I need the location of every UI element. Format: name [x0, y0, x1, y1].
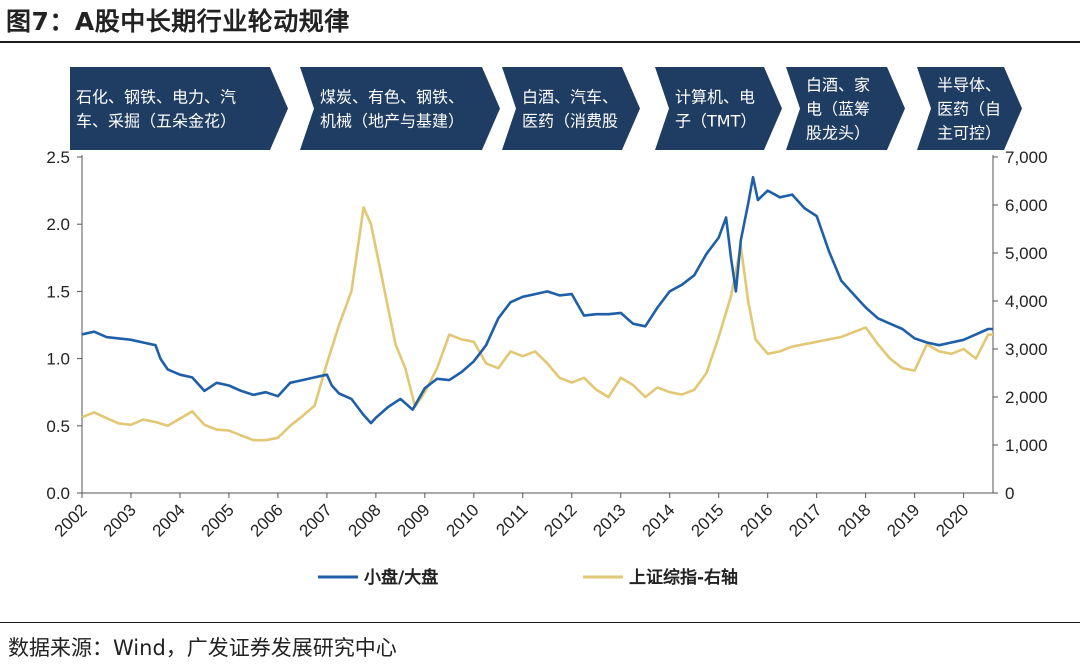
legend: 小盘/大盘 上证综指-右轴: [318, 567, 738, 588]
sector-banner-4: [655, 67, 782, 150]
left-tick-label: 1.5: [46, 282, 70, 301]
sector-banner-2-line-1: 煤炭、有色、钢铁、: [320, 88, 464, 107]
sector-banner-3-line-2: 医药（消费股: [522, 112, 618, 131]
sector-banner-1-line-1: 石化、钢铁、电力、汽: [76, 88, 236, 107]
sector-banner-5-line-1: 白酒、家: [806, 76, 870, 95]
chart-title: 图7：A股中长期行业轮动规律: [6, 7, 350, 36]
axes: 0.0 0.5 1.0 1.5 2.0 2.5 0 1,000 2,000 3,000 4,000 5…: [46, 148, 1047, 541]
x-tick-label: 2010: [442, 500, 482, 540]
sector-banner-3-line-1: 白酒、汽车、: [522, 88, 618, 107]
x-tick-label: 2020: [932, 500, 972, 540]
left-tick-label: 1.0: [46, 350, 70, 369]
x-tick-label: 2008: [345, 500, 385, 540]
sector-banner-6-line-1: 半导体、: [937, 76, 1001, 95]
chart: 石化、钢铁、电力、汽车、采掘（五朵金花） 煤炭、有色、钢铁、机械（地产与基建） 白酒…: [46, 67, 1048, 588]
x-tick-label: 2013: [589, 500, 629, 540]
x-tick-label: 2016: [736, 500, 776, 540]
sector-banner-5-line-2: 电（蓝筹: [806, 100, 870, 119]
right-tick-label: 6,000: [1005, 196, 1048, 215]
x-tick-label: 2006: [247, 500, 287, 540]
series-line-small-large-ratio: [81, 175, 993, 425]
sector-banner-2: [300, 67, 500, 150]
sector-banner-4-line-1: 计算机、电: [675, 88, 755, 107]
sector-banner-5-line-3: 股龙头）: [806, 124, 870, 143]
x-tick-label: 2009: [393, 500, 433, 540]
x-tick-label: 2007: [296, 500, 336, 540]
sector-banner-1-line-2: 车、采掘（五朵金花）: [76, 112, 236, 131]
sector-banner-6: [917, 67, 1022, 150]
footer-divider: [0, 622, 1080, 623]
left-tick-label: 0.5: [46, 417, 70, 436]
left-tick-label: 2.5: [46, 148, 70, 167]
sector-banner-4-line-2: 子（TMT）: [675, 112, 756, 131]
right-tick-label: 7,000: [1005, 148, 1048, 167]
sector-banners: 石化、钢铁、电力、汽车、采掘（五朵金花） 煤炭、有色、钢铁、机械（地产与基建） 白酒…: [70, 67, 1022, 150]
sector-banner-1: [70, 67, 288, 150]
right-tick-label: 0: [1005, 484, 1014, 503]
left-tick-label: 0.0: [46, 484, 70, 503]
x-tick-label: 2003: [100, 500, 140, 540]
x-tick-label: 2015: [687, 500, 727, 540]
x-tick-label: 2005: [198, 500, 238, 540]
x-tick-label: 2002: [51, 500, 91, 540]
x-tick-label: 2019: [883, 500, 923, 540]
right-tick-label: 4,000: [1005, 292, 1048, 311]
legend-label-small-large: 小盘/大盘: [364, 567, 438, 588]
left-tick-label: 2.0: [46, 215, 70, 234]
x-tick-label: 2012: [540, 500, 580, 540]
right-tick-label: 5,000: [1005, 244, 1048, 263]
sector-banner-2-line-2: 机械（地产与基建）: [320, 112, 464, 131]
series-line-shanghai-composite: [81, 206, 993, 442]
x-tick-label: 2004: [149, 500, 189, 540]
data-source: 数据来源：Wind，广发证券发展研究中心: [8, 636, 397, 660]
sector-banner-6-line-2: 医药（自: [937, 100, 1001, 119]
x-tick-label: 2018: [834, 500, 874, 540]
x-tick-label: 2011: [492, 500, 531, 539]
x-tick-label: 2014: [638, 500, 678, 540]
right-tick-label: 1,000: [1005, 436, 1048, 455]
series-lines: [81, 175, 993, 442]
x-tick-label: 2017: [785, 500, 825, 540]
sector-banner-5: [786, 67, 905, 150]
sector-banner-6-line-3: 主可控）: [937, 124, 1001, 143]
title-divider: [0, 41, 1080, 43]
legend-label-shanghai: 上证综指-右轴: [629, 567, 738, 588]
sector-banner-3: [502, 67, 640, 150]
right-tick-label: 2,000: [1005, 388, 1048, 407]
right-tick-label: 3,000: [1005, 340, 1048, 359]
